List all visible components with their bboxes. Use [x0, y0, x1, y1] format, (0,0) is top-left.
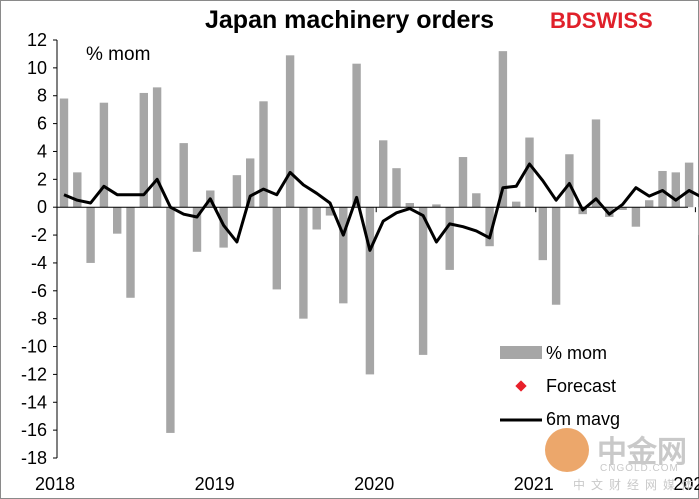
watermark-text: 中金网 [597, 436, 687, 469]
legend-label-mom: % mom [546, 343, 608, 363]
y-tick-label: 2 [37, 169, 47, 189]
y-tick-label: -2 [31, 225, 47, 245]
bar [618, 207, 627, 210]
bar [179, 143, 188, 208]
bar [379, 140, 388, 208]
bar [485, 207, 494, 247]
bar [166, 207, 175, 433]
bar [538, 207, 547, 261]
bar [551, 207, 561, 305]
bar [445, 207, 454, 270]
series-line-6m-mavg [63, 162, 699, 252]
legend-label-forecast: Forecast [546, 376, 617, 396]
x-tick-label: 2018 [35, 474, 75, 494]
bar [99, 102, 109, 208]
bar [139, 92, 148, 208]
y-tick-label: -16 [21, 420, 47, 440]
y-tick-label: 4 [37, 141, 47, 161]
bar [246, 158, 255, 208]
y-tick-label: -4 [31, 253, 47, 273]
bar [232, 175, 242, 208]
legend-symbol-bar [500, 346, 542, 359]
bar [86, 207, 95, 263]
bar [59, 98, 69, 208]
bar [432, 204, 441, 208]
bar [339, 207, 348, 304]
y-tick-label: 12 [27, 30, 47, 50]
x-tick-label: 2019 [195, 474, 235, 494]
legend-label-mavg: 6m mavg [546, 409, 621, 429]
bar [272, 207, 281, 290]
legend-symbol-diamond [515, 380, 527, 392]
bar [365, 207, 375, 375]
y-tick-label: -8 [31, 309, 47, 329]
y-tick-label: -14 [21, 392, 47, 412]
bdswiss-logo: BDSWISS [550, 8, 653, 34]
bar [498, 51, 508, 208]
bar [631, 207, 641, 227]
bar [458, 157, 468, 208]
y-tick-label: -6 [31, 281, 47, 301]
y-tick-label: 6 [37, 114, 47, 134]
bar [312, 207, 321, 230]
bar [259, 101, 268, 208]
unit-label: % mom [86, 44, 151, 65]
x-tick-label: 2021 [514, 474, 554, 494]
x-tick-label: 2020 [354, 474, 394, 494]
bar [192, 207, 202, 252]
bar [472, 193, 481, 208]
bar [285, 55, 295, 208]
bar [73, 172, 82, 208]
bar [152, 87, 162, 208]
bar [352, 63, 361, 208]
bar [126, 207, 135, 298]
bar [113, 207, 122, 234]
bar [299, 207, 308, 319]
logo-part-swiss: SWISS [581, 8, 653, 33]
y-tick-label: -12 [21, 364, 47, 384]
y-tick-label: 10 [27, 58, 47, 78]
bar [418, 207, 428, 355]
y-tick-label: 0 [37, 197, 47, 217]
bar [565, 154, 574, 208]
logo-part-bd: BD [550, 8, 582, 33]
watermark-subtext: CNGOLD.COM [600, 463, 679, 474]
x-tick-label: 2022 [673, 474, 699, 494]
watermark-logo-icon [545, 428, 589, 472]
bar [525, 137, 534, 208]
bar [392, 168, 401, 208]
bar [512, 201, 521, 208]
watermark-cn-text: 中文财经网媒体 [573, 478, 699, 492]
bar [645, 200, 654, 208]
bar [405, 203, 414, 208]
y-tick-label: 8 [37, 86, 47, 106]
bar [684, 162, 694, 208]
bar [591, 119, 601, 208]
bar [671, 172, 680, 208]
chart-title: Japan machinery orders [204, 6, 494, 34]
y-tick-label: -18 [21, 448, 47, 468]
bar [325, 207, 335, 216]
y-tick-label: -10 [21, 337, 47, 357]
